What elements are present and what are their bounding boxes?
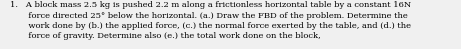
- Text: 1.   A block mass 2.5 kg is pushed 2.2 m along a frictionless horizontal table b: 1. A block mass 2.5 kg is pushed 2.2 m a…: [10, 1, 411, 40]
